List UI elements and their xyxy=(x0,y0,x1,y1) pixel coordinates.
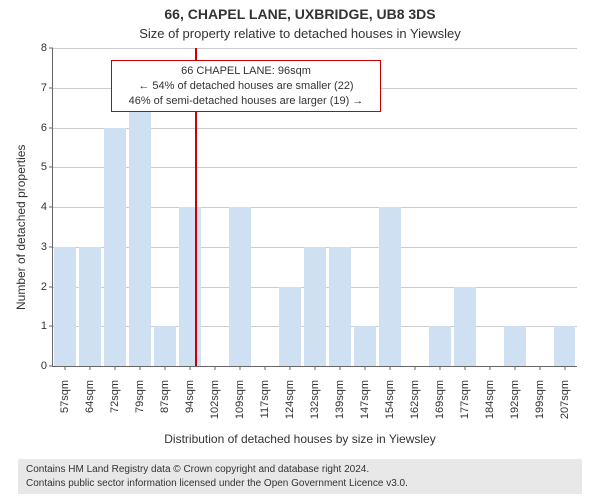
ytick-mark xyxy=(49,167,53,168)
gridline xyxy=(53,48,577,49)
ytick-label: 2 xyxy=(41,281,47,293)
xtick-label: 147sqm xyxy=(359,380,371,430)
ytick-label: 1 xyxy=(41,320,47,332)
xtick-label: 162sqm xyxy=(409,380,421,430)
ytick-label: 6 xyxy=(41,122,47,134)
xtick-label: 102sqm xyxy=(209,380,221,430)
xtick-label: 169sqm xyxy=(434,380,446,430)
xtick-mark xyxy=(115,366,116,370)
info-box-line: 46% of semi-detached houses are larger (… xyxy=(120,94,372,109)
xtick-mark xyxy=(464,366,465,370)
bar xyxy=(554,326,576,366)
bar xyxy=(79,247,101,366)
xtick-mark xyxy=(90,366,91,370)
bar xyxy=(154,326,176,366)
footer-attribution: Contains HM Land Registry data © Crown c… xyxy=(18,459,582,494)
xtick-label: 139sqm xyxy=(334,380,346,430)
xtick-mark xyxy=(564,366,565,370)
xtick-mark xyxy=(414,366,415,370)
x-axis-label: Distribution of detached houses by size … xyxy=(0,432,600,446)
ytick-label: 7 xyxy=(41,82,47,94)
bar xyxy=(379,207,401,366)
ytick-label: 5 xyxy=(41,161,47,173)
xtick-mark xyxy=(290,366,291,370)
ytick-label: 4 xyxy=(41,201,47,213)
footer-line-2: Contains public sector information licen… xyxy=(26,477,574,491)
xtick-label: 177sqm xyxy=(459,380,471,430)
xtick-mark xyxy=(190,366,191,370)
ytick-mark xyxy=(49,246,53,247)
bar xyxy=(279,287,301,367)
xtick-mark xyxy=(439,366,440,370)
y-axis-label: Number of detached properties xyxy=(14,145,28,310)
xtick-label: 192sqm xyxy=(509,380,521,430)
bar xyxy=(179,207,201,366)
xtick-mark xyxy=(489,366,490,370)
sub-title: Size of property relative to detached ho… xyxy=(0,26,600,41)
xtick-mark xyxy=(215,366,216,370)
xtick-label: 94sqm xyxy=(184,380,196,430)
ytick-label: 3 xyxy=(41,241,47,253)
plot-area: 01234567857sqm64sqm72sqm79sqm87sqm94sqm1… xyxy=(52,48,577,367)
bar xyxy=(454,287,476,367)
xtick-label: 154sqm xyxy=(384,380,396,430)
xtick-mark xyxy=(65,366,66,370)
xtick-mark xyxy=(265,366,266,370)
info-box-line: 66 CHAPEL LANE: 96sqm xyxy=(120,64,372,79)
bar xyxy=(229,207,251,366)
xtick-label: 184sqm xyxy=(484,380,496,430)
bar xyxy=(354,326,376,366)
ytick-label: 0 xyxy=(41,360,47,372)
xtick-mark xyxy=(514,366,515,370)
xtick-mark xyxy=(315,366,316,370)
bar xyxy=(429,326,451,366)
xtick-label: 117sqm xyxy=(259,380,271,430)
xtick-label: 57sqm xyxy=(59,380,71,430)
footer-line-1: Contains HM Land Registry data © Crown c… xyxy=(26,463,574,477)
xtick-mark xyxy=(364,366,365,370)
bar xyxy=(104,128,126,367)
xtick-mark xyxy=(339,366,340,370)
xtick-label: 199sqm xyxy=(534,380,546,430)
xtick-mark xyxy=(240,366,241,370)
chart-container: 66, CHAPEL LANE, UXBRIDGE, UB8 3DS Size … xyxy=(0,0,600,500)
ytick-label: 8 xyxy=(41,42,47,54)
ytick-mark xyxy=(49,366,53,367)
bar xyxy=(129,88,151,366)
xtick-mark xyxy=(140,366,141,370)
ytick-mark xyxy=(49,326,53,327)
bar xyxy=(54,247,76,366)
main-title: 66, CHAPEL LANE, UXBRIDGE, UB8 3DS xyxy=(0,6,600,22)
info-box-line: ← 54% of detached houses are smaller (22… xyxy=(120,79,372,94)
bar xyxy=(504,326,526,366)
xtick-label: 132sqm xyxy=(309,380,321,430)
xtick-label: 72sqm xyxy=(109,380,121,430)
bar xyxy=(304,247,326,366)
xtick-mark xyxy=(389,366,390,370)
xtick-mark xyxy=(165,366,166,370)
ytick-mark xyxy=(49,48,53,49)
xtick-label: 109sqm xyxy=(234,380,246,430)
ytick-mark xyxy=(49,207,53,208)
ytick-mark xyxy=(49,87,53,88)
xtick-label: 64sqm xyxy=(84,380,96,430)
xtick-label: 207sqm xyxy=(559,380,571,430)
bar xyxy=(329,247,351,366)
xtick-label: 79sqm xyxy=(134,380,146,430)
xtick-label: 124sqm xyxy=(284,380,296,430)
xtick-mark xyxy=(539,366,540,370)
info-box: 66 CHAPEL LANE: 96sqm← 54% of detached h… xyxy=(111,60,381,113)
ytick-mark xyxy=(49,286,53,287)
xtick-label: 87sqm xyxy=(159,380,171,430)
ytick-mark xyxy=(49,127,53,128)
